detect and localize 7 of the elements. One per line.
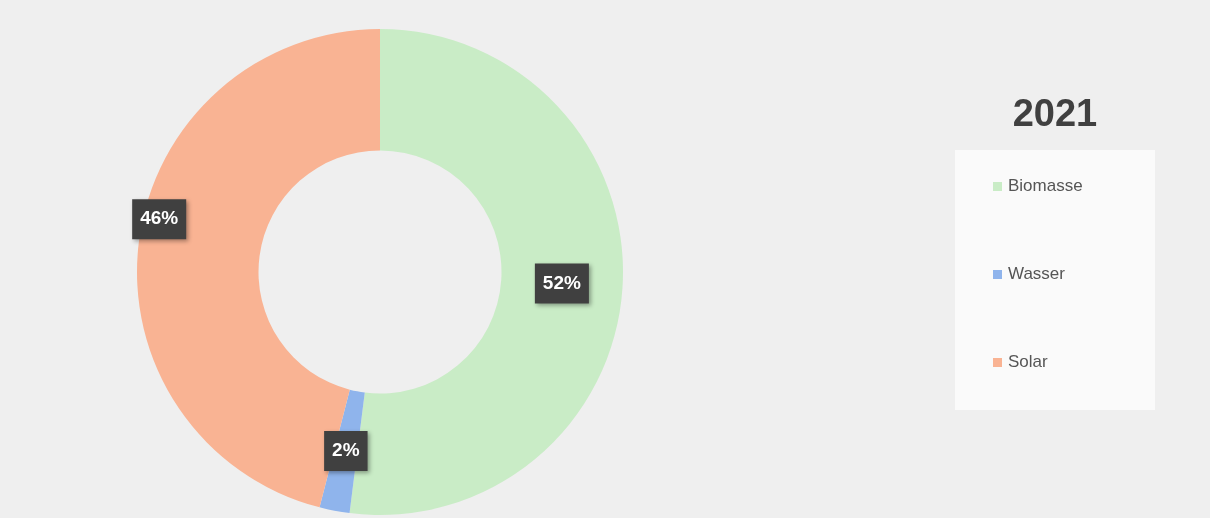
text: 2021 <box>1011 92 1099 135</box>
legend-label: Solar <box>1008 352 1048 372</box>
legend-label: Wasser <box>1008 264 1065 284</box>
data-label: 46% <box>140 207 179 229</box>
legend-label: Biomasse <box>1008 176 1083 196</box>
data-label: 52% <box>542 271 582 293</box>
data-label: 2% <box>332 439 360 461</box>
